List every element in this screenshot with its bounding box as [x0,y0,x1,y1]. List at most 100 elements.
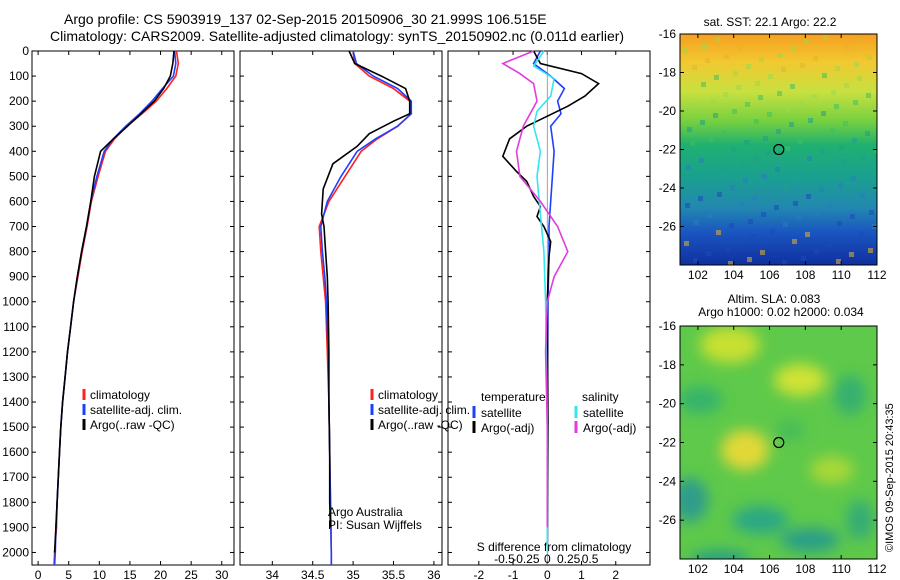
copyright-note: ©IMOS 09-Sep-2015 20:43:35 [884,403,896,552]
x-tick-label: 25 [184,568,198,580]
sst-pixel [798,139,803,144]
sst-pixel [831,90,836,95]
legend-label: Argo(-adj) [481,421,534,435]
sst-pixel [776,129,781,134]
depth-tick-label: 900 [9,270,29,284]
sst-pixel [754,119,759,124]
sst-pixel [769,36,774,41]
x-tick-label: 5 [65,568,72,580]
sst-pixel [745,102,750,107]
sst-pixel [768,74,773,79]
sst-pixel [699,158,704,163]
sst-pixel [700,120,705,125]
sst-pixel [858,38,863,43]
sst-pixel [746,64,751,69]
sla-blob [810,456,854,484]
sst-pixel [714,75,719,80]
sst-pixel [842,159,847,164]
map-x-tick-label: 106 [760,268,780,282]
sst-pixel [693,258,698,263]
sst-pixel [823,35,828,40]
sla-blob [846,500,874,540]
sst-pixel [683,48,688,53]
legend-label: satellite [583,406,624,420]
sst-pixel [695,182,700,187]
sst-pixel [758,95,763,100]
sst-pixel [839,145,844,150]
sst-pixel [690,141,695,146]
sst-pixel [717,192,722,197]
sst-pixel [808,118,813,123]
legend-label: satellite-adj. clim. [90,403,182,417]
sst-pixel [852,138,857,143]
map-y-tick-label: -24 [659,474,677,488]
legend-label: climatology [90,388,150,402]
sla-blob [680,386,722,414]
depth-tick-label: 1400 [2,395,29,409]
legend-label: Argo(..raw -QC) [90,418,175,432]
sst-pixel [747,257,752,262]
sst-pixel [774,205,779,210]
series-line [532,50,555,553]
sst-pixel [730,185,735,190]
sst-pixel [799,101,804,106]
sst-pixel [797,177,802,182]
sst-pixel [792,239,797,244]
x-tick-label: 34 [266,568,280,580]
depth-tick-label: 800 [9,245,29,259]
map-y-tick-label: -16 [659,27,677,41]
sst-pixel [851,176,856,181]
depth-tick-label: 700 [9,220,29,234]
legend-title: temperature [481,390,546,404]
depth-tick-label: 1500 [2,420,29,434]
sla-blob [776,420,804,440]
map-y-tick-label: -18 [659,358,677,372]
legend-label: satellite-adj. clim. [378,403,470,417]
sst-pixel [710,99,715,104]
annotation-text: Argo Australia [328,505,403,519]
sst-pixel [701,82,706,87]
sst-pixel [767,112,772,117]
sst-pixel [782,260,787,265]
sst-pixel [692,65,697,70]
sst-pixel [849,252,854,257]
sst-pixel [813,56,818,61]
sla-blob [700,327,760,363]
sla-blob [834,375,866,415]
series-line [319,50,413,565]
sst-pixel [835,66,840,71]
chart-title-line1: Argo profile: CS 5903919_137 02-Sep-2015… [64,11,547,27]
argo-position-marker [773,143,785,156]
sst-pixel [791,46,796,51]
sst-pixel [866,93,871,98]
map-y-tick-label: -16 [659,319,677,333]
map-y-tick-label: -18 [659,66,677,80]
sst-pixel [816,173,821,178]
sst-pixel [738,240,743,245]
sst-pixel [861,155,866,160]
sst-pixel [705,58,710,63]
sst-pixel [820,149,825,154]
map-x-tick-label: 108 [795,562,815,576]
sla-blob [780,528,840,552]
sst-pixel [844,83,849,88]
map-x-tick-label: 108 [795,268,815,282]
sst-pixel [762,174,767,179]
sst-pixel [800,63,805,68]
map-y-tick-label: -20 [659,397,677,411]
depth-tick-label: 2000 [2,545,29,559]
depth-tick-label: 1900 [2,520,29,534]
sst-pixel [829,166,834,171]
sst-pixel [781,67,786,72]
sla-blobs [680,327,874,559]
sst-pixel [728,261,733,265]
argo-position-marker [773,436,785,449]
sst-pixel [775,167,780,172]
sst-pixel [830,128,835,133]
x-tick-label: 0 [544,568,551,580]
sst-pixel [770,229,775,234]
annotation-text: PI: Susan Wijffels [328,518,422,532]
sst-pixel [751,233,756,238]
sst-pixel [732,109,737,114]
sst-pixel [744,140,749,145]
